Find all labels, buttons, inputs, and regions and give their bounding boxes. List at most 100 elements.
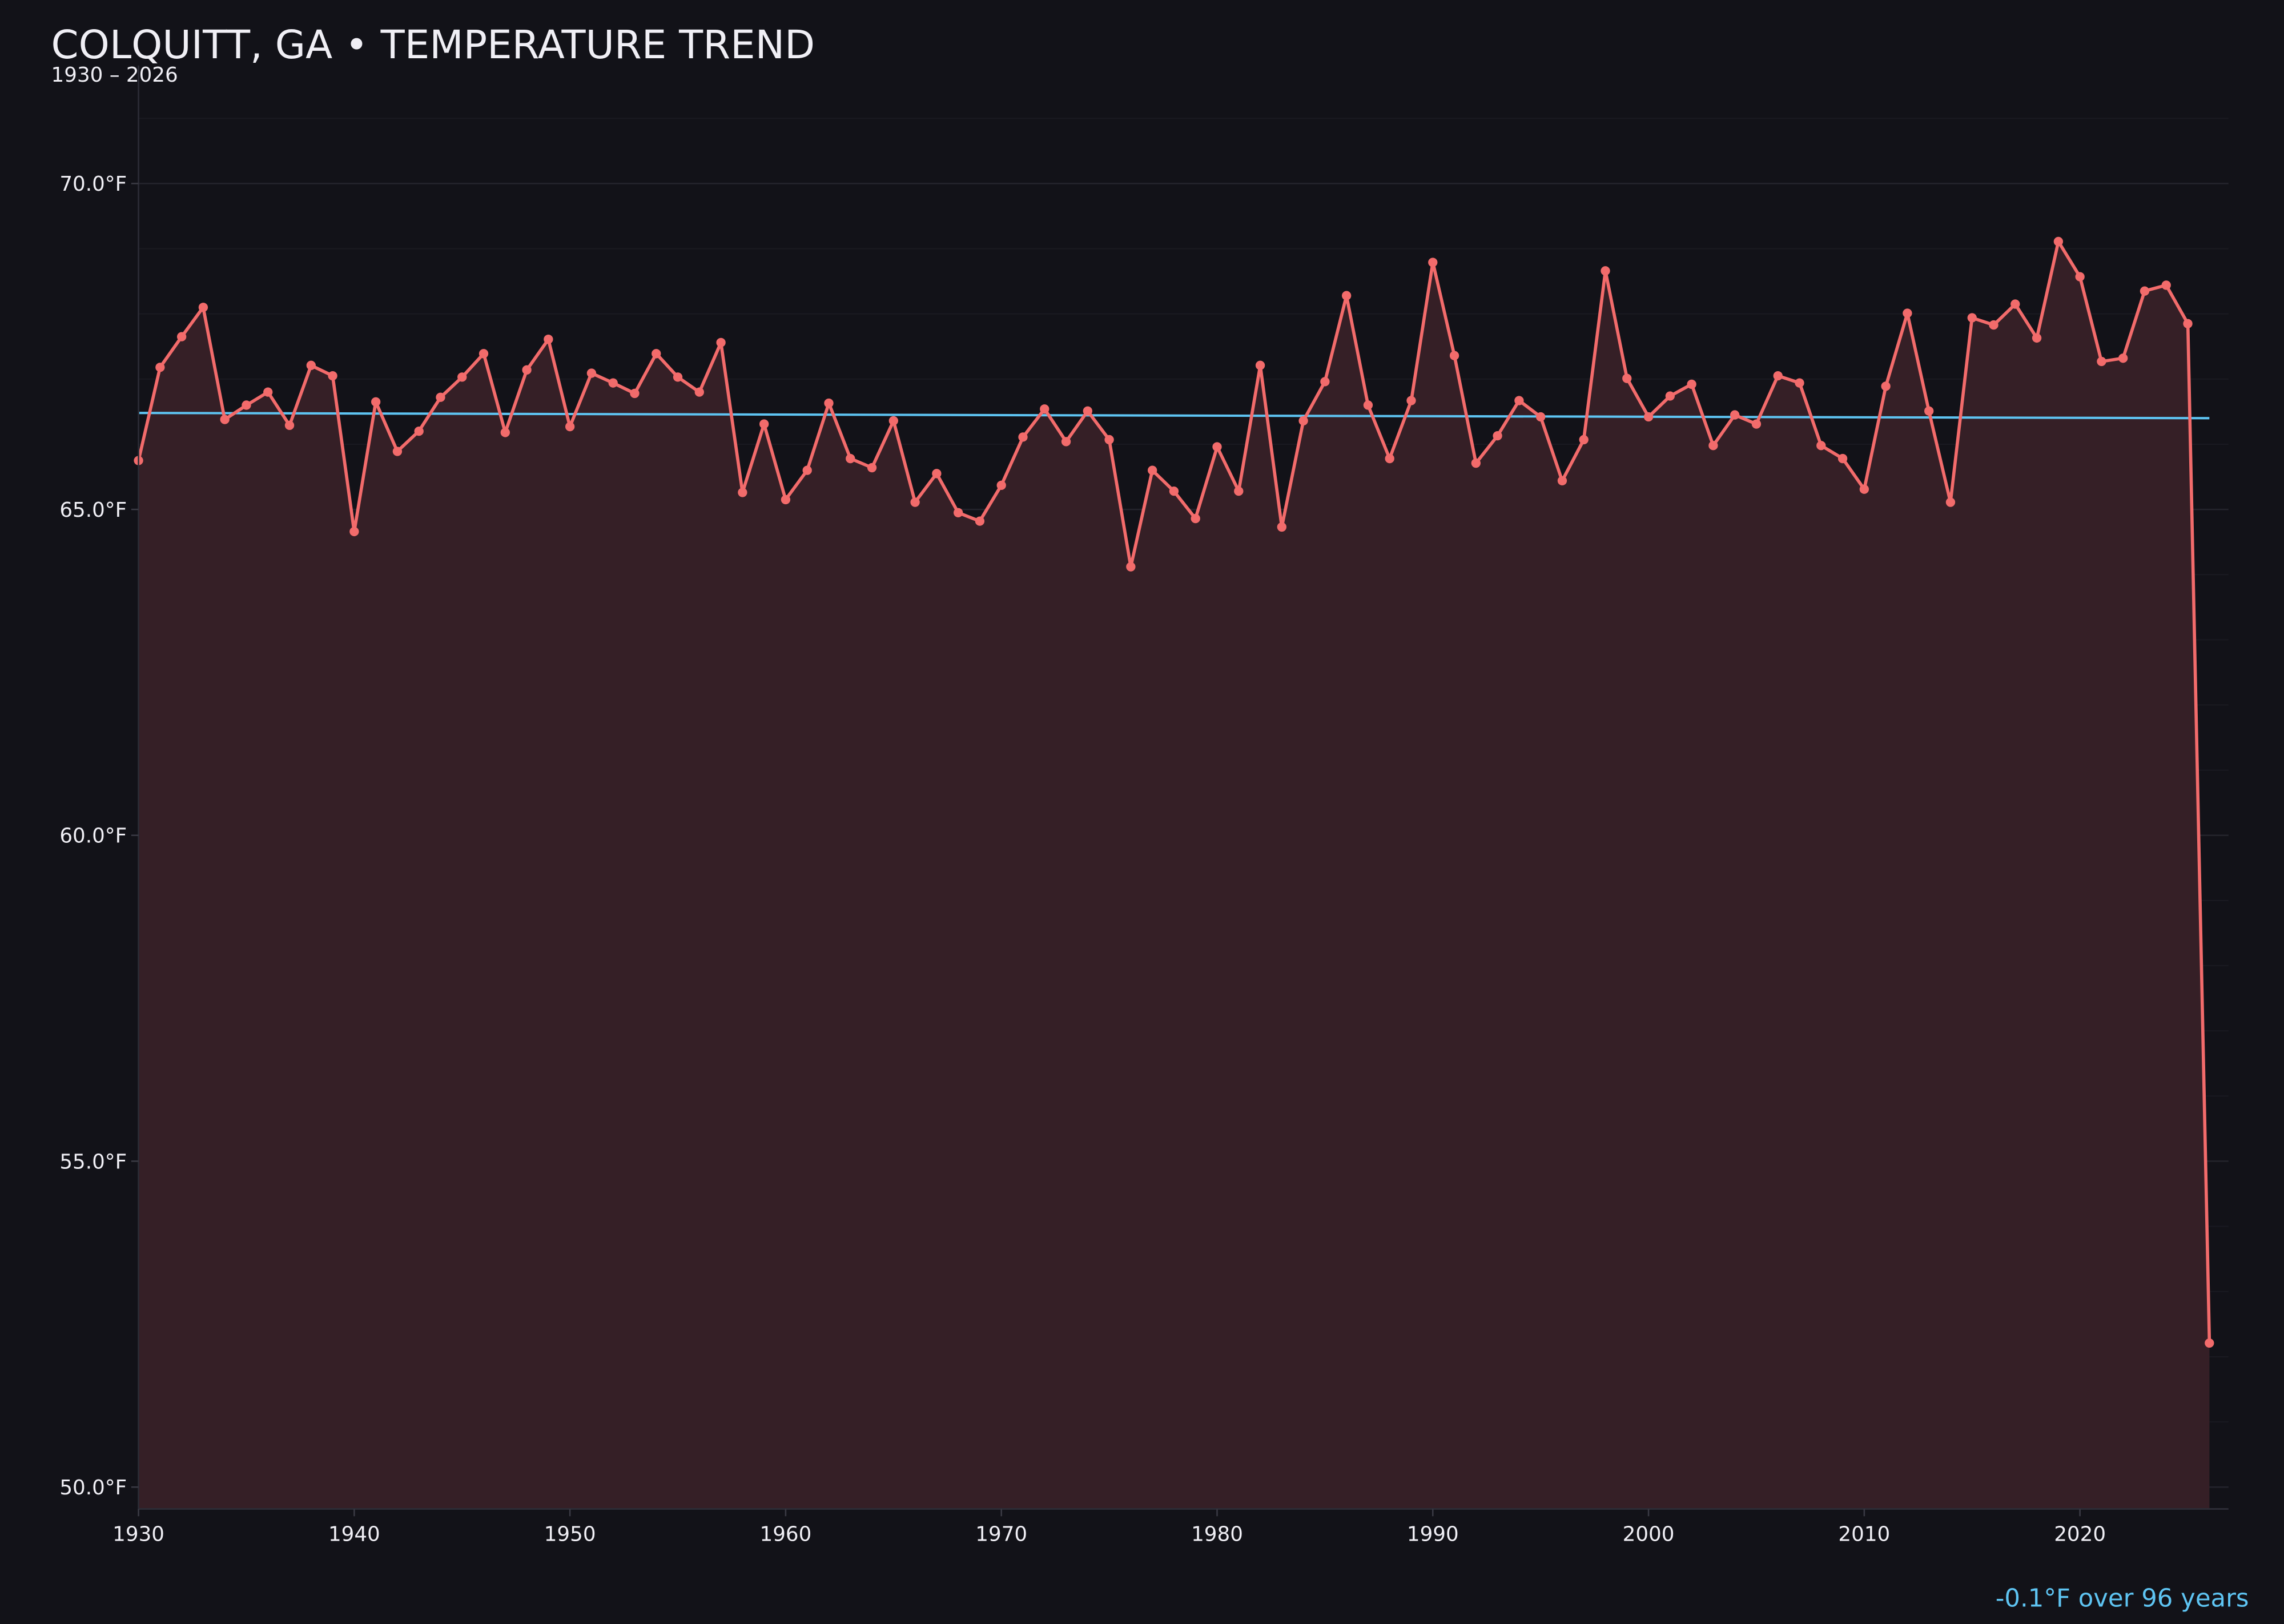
data-point-1996: [1557, 476, 1567, 486]
data-point-2001: [1665, 391, 1675, 401]
data-point-1971: [1018, 432, 1028, 442]
data-point-1941: [371, 397, 381, 407]
x-ticks: 1930 1940 1950 1960 1970 1980 1990 2000 2010 2020: [112, 1509, 2106, 1546]
y-tick-label: 70.0°F: [59, 172, 127, 196]
area-fill: [138, 241, 2210, 1509]
data-point-2017: [2010, 299, 2020, 309]
data-point-2025: [2183, 319, 2193, 328]
data-point-2011: [1881, 381, 1891, 391]
data-point-2020: [2075, 272, 2085, 282]
data-point-1949: [544, 335, 553, 344]
data-point-1976: [1126, 562, 1136, 572]
data-point-1955: [673, 372, 683, 382]
data-point-2004: [1730, 410, 1740, 420]
data-point-1967: [932, 469, 942, 479]
data-point-1995: [1536, 412, 1546, 422]
data-point-1958: [738, 488, 747, 497]
data-point-1952: [608, 378, 618, 388]
data-point-1948: [522, 365, 532, 375]
data-point-1998: [1601, 266, 1610, 276]
x-tick-label: 1980: [1191, 1523, 1243, 1546]
data-point-2012: [1903, 308, 1912, 318]
data-point-1979: [1191, 513, 1200, 524]
x-tick-label: 1940: [328, 1523, 380, 1546]
data-point-1977: [1148, 465, 1157, 475]
data-point-1935: [242, 400, 251, 410]
data-point-2010: [1859, 484, 1869, 494]
y-tick-label: 65.0°F: [59, 499, 127, 522]
x-tick-label: 1950: [544, 1523, 596, 1546]
data-point-1931: [155, 363, 165, 372]
data-point-2026: [2205, 1338, 2214, 1348]
data-point-2016: [1989, 320, 1998, 330]
data-point-1981: [1234, 486, 1244, 496]
data-point-2023: [2140, 286, 2150, 296]
data-point-1986: [1342, 291, 1352, 300]
data-point-1943: [414, 426, 424, 436]
data-point-1969: [975, 516, 985, 526]
data-point-2022: [2118, 353, 2128, 363]
data-point-1973: [1061, 437, 1071, 447]
data-point-1942: [392, 447, 403, 456]
x-tick-label: 1960: [760, 1523, 812, 1546]
data-point-1951: [586, 368, 597, 378]
data-point-2013: [1924, 406, 1934, 416]
data-point-1999: [1622, 373, 1632, 383]
data-point-2014: [1945, 497, 1956, 507]
y-tick-label: 55.0°F: [59, 1150, 127, 1173]
data-point-1978: [1169, 486, 1179, 496]
data-point-2021: [2097, 356, 2106, 367]
data-point-1934: [220, 415, 230, 424]
data-point-1950: [565, 421, 575, 432]
data-point-1980: [1212, 442, 1222, 452]
data-point-1970: [996, 480, 1006, 491]
data-point-1994: [1514, 396, 1524, 405]
data-point-2002: [1687, 379, 1696, 389]
data-point-1991: [1449, 351, 1459, 360]
data-point-1972: [1040, 404, 1049, 414]
data-points: [134, 236, 2214, 1348]
data-point-1940: [349, 526, 359, 537]
data-point-1963: [846, 453, 855, 464]
data-point-1946: [478, 349, 489, 359]
data-point-1962: [824, 398, 834, 408]
x-tick-label: 2010: [1838, 1523, 1890, 1546]
data-point-1989: [1406, 396, 1416, 405]
data-point-2007: [1795, 378, 1804, 388]
data-point-1959: [759, 419, 769, 429]
trend-line: [138, 412, 2210, 420]
data-point-1993: [1493, 431, 1502, 441]
data-point-2000: [1643, 412, 1654, 422]
y-tick-label: 60.0°F: [59, 825, 127, 848]
data-point-1960: [781, 495, 791, 505]
data-point-1964: [867, 463, 877, 473]
x-tick-label: 1970: [975, 1523, 1027, 1546]
x-tick-label: 2000: [1623, 1523, 1675, 1546]
data-point-1947: [500, 428, 510, 437]
data-point-2024: [2161, 280, 2171, 290]
data-point-1974: [1083, 406, 1092, 416]
x-tick-label: 1930: [112, 1523, 164, 1546]
data-point-1990: [1428, 258, 1438, 267]
data-point-1932: [176, 332, 187, 341]
y-tick-label: 50.0°F: [59, 1476, 127, 1500]
data-point-1936: [263, 387, 273, 397]
data-point-1992: [1471, 458, 1481, 468]
data-point-1982: [1255, 360, 1265, 371]
data-point-2015: [1967, 313, 1977, 323]
data-point-1987: [1363, 400, 1373, 410]
data-point-2003: [1708, 441, 1718, 451]
data-point-1956: [694, 387, 704, 397]
data-point-1945: [457, 372, 467, 382]
data-point-1997: [1579, 435, 1589, 445]
data-point-1933: [198, 303, 208, 312]
data-point-1953: [630, 388, 640, 399]
data-point-2006: [1773, 371, 1783, 381]
data-point-1965: [888, 416, 898, 426]
x-tick-label: 1990: [1407, 1523, 1459, 1546]
data-point-2009: [1837, 453, 1848, 464]
data-point-1954: [652, 349, 661, 359]
data-point-1966: [910, 497, 920, 507]
data-point-1937: [284, 420, 295, 431]
